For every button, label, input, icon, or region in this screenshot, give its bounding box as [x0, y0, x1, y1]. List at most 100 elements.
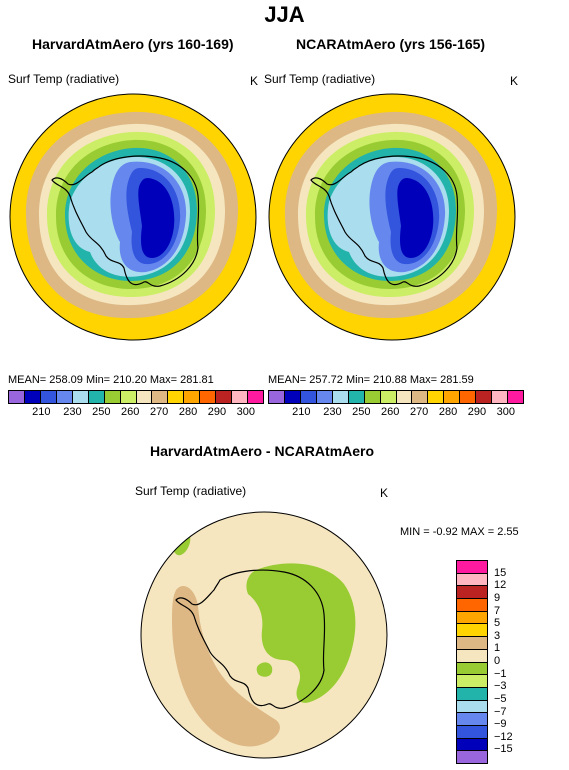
colorbar-tick-label: 300 — [496, 406, 515, 418]
diff-colorbar-swatch — [457, 573, 487, 587]
colorbar-tick-label: 260 — [121, 406, 140, 418]
colorbar-swatch — [364, 391, 381, 403]
colorbar-swatch — [316, 391, 333, 403]
colorbar-swatch — [248, 391, 263, 403]
colorbar-swatch — [348, 391, 365, 403]
colorbar-swatch — [412, 391, 429, 403]
coastline — [51, 155, 200, 287]
colorbar-tick-label: 270 — [409, 406, 429, 418]
colorbar-swatch — [269, 391, 285, 403]
colorbar-tick-label: 280 — [178, 406, 198, 418]
contour-band-8 — [397, 178, 434, 258]
diff-colorbar-swatch — [457, 738, 487, 752]
colorbar-swatch — [184, 391, 201, 403]
diff-colorbar-label: 1 — [494, 642, 501, 655]
colorbar-tick-label: 290 — [207, 406, 227, 418]
diff-colorbar-label: 0 — [494, 655, 501, 667]
colorbar-swatch — [152, 391, 169, 403]
right-panel-variable: Surf Temp (radiative) — [264, 72, 376, 86]
colorbar-tick-label: 210 — [32, 406, 51, 418]
colorbar-swatch — [88, 391, 105, 403]
left-panel-title: HarvardAtmAero (yrs 160-169) — [32, 36, 234, 52]
colorbar-swatch — [216, 391, 233, 403]
colorbar-swatch — [460, 391, 477, 403]
diff-colorbar-swatch — [457, 700, 487, 714]
diff-panel-title: HarvardAtmAero - NCARAtmAero — [150, 443, 375, 459]
colorbar-tick-label: 210 — [292, 406, 311, 418]
colorbar-tick-label: 250 — [352, 406, 371, 418]
diff-panel-units: K — [380, 486, 389, 500]
colorbar-swatch — [40, 391, 57, 403]
right-polar-map — [268, 93, 516, 341]
warm-anomaly-region — [172, 585, 280, 747]
left-colorbar-ticks: 210 230 250 260 270 280 290 300 — [8, 406, 262, 420]
colorbar-swatch — [428, 391, 445, 403]
diff-colorbar-swatch — [457, 662, 487, 676]
colorbar-swatch — [508, 391, 523, 403]
colorbar-swatch — [72, 391, 89, 403]
diff-colorbar-swatch — [457, 599, 487, 612]
colorbar-swatch — [332, 391, 349, 403]
colorbar-swatch — [444, 391, 461, 403]
diff-colorbar-swatch — [457, 611, 487, 625]
diff-colorbar-label: 7 — [494, 604, 501, 617]
diff-colorbar-label: −12 — [494, 730, 513, 743]
diff-panel-variable: Surf Temp (radiative) — [135, 484, 247, 498]
diff-colorbar-swatch — [457, 687, 487, 701]
cool-anomaly-patch — [256, 662, 273, 677]
colorbar-swatch — [24, 391, 41, 403]
colorbar-swatch — [136, 391, 153, 403]
diff-colorbar-label: −7 — [494, 705, 507, 718]
diff-colorbar-swatch — [457, 637, 487, 650]
coastline — [175, 569, 326, 709]
diff-colorbar-label: 3 — [494, 629, 501, 642]
diff-colorbar-swatch — [457, 713, 487, 726]
left-colorbar — [8, 390, 264, 404]
right-panel-stats: MEAN= 257.72 Min= 210.88 Max= 281.59 — [268, 374, 474, 386]
colorbar-swatch — [396, 391, 413, 403]
colorbar-swatch — [104, 391, 121, 403]
colorbar-swatch — [284, 391, 301, 403]
colorbar-tick-label: 260 — [381, 406, 400, 418]
right-colorbar-ticks: 210 230 250 260 270 280 290 300 — [268, 406, 522, 420]
right-panel-title: NCARAtmAero (yrs 156-165) — [296, 36, 486, 52]
season-title: JJA — [264, 2, 305, 27]
colorbar-swatch — [232, 391, 249, 403]
diff-colorbar-swatch — [457, 561, 487, 574]
diff-colorbar-label: 9 — [494, 591, 501, 604]
diff-colorbar-label: 12 — [494, 579, 507, 592]
colorbar-tick-label: 230 — [323, 406, 342, 418]
right-colorbar — [268, 390, 524, 404]
contour-band-8 — [138, 178, 175, 258]
diff-colorbar-labels: 15 12 9 7 5 3 1 0 −1 −3 −5 −7 −9 −12 −15 — [494, 560, 554, 762]
colorbar-tick-label: 280 — [438, 406, 458, 418]
diff-panel-stats: MIN = -0.92 MAX = 2.55 — [400, 526, 519, 538]
coastline — [310, 155, 459, 287]
colorbar-swatch — [300, 391, 317, 403]
colorbar-tick-label: 230 — [63, 406, 82, 418]
left-polar-map — [9, 93, 257, 341]
left-panel-units: K — [250, 74, 259, 88]
colorbar-swatch — [168, 391, 185, 403]
colorbar-swatch — [200, 391, 217, 403]
right-panel-units: K — [510, 74, 519, 88]
diff-colorbar-label: −15 — [494, 743, 513, 756]
diff-colorbar — [456, 560, 488, 764]
colorbar-tick-label: 300 — [236, 406, 255, 418]
diff-colorbar-swatch — [457, 586, 487, 600]
colorbar-swatch — [120, 391, 137, 403]
colorbar-swatch — [380, 391, 397, 403]
colorbar-tick-label: 250 — [92, 406, 111, 418]
diff-polar-map — [140, 511, 388, 759]
colorbar-swatch — [9, 391, 25, 403]
diff-colorbar-label: −9 — [494, 718, 507, 731]
left-panel-variable: Surf Temp (radiative) — [8, 72, 120, 86]
diff-colorbar-swatch — [457, 725, 487, 739]
diff-colorbar-swatch — [457, 675, 487, 688]
diff-colorbar-swatch — [457, 751, 487, 763]
cool-anomaly-region — [246, 563, 356, 703]
colorbar-tick-label: 270 — [149, 406, 169, 418]
diff-colorbar-swatch — [457, 649, 487, 663]
colorbar-swatch — [56, 391, 73, 403]
diff-colorbar-label: 5 — [494, 617, 501, 630]
